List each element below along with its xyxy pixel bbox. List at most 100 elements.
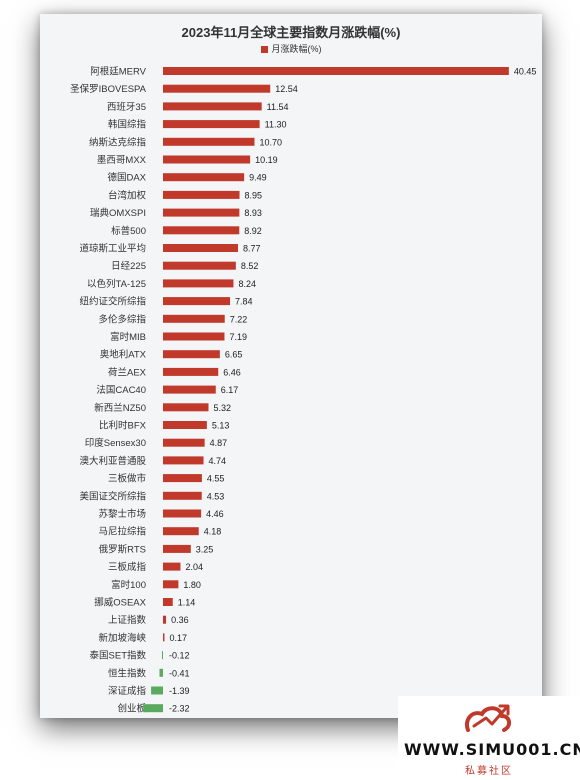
value-label: 6.65 <box>225 350 243 360</box>
watermark-text: WWW.SIMU001.CN <box>404 740 580 759</box>
value-label: -0.41 <box>169 668 190 678</box>
value-label: 11.54 <box>267 102 289 112</box>
category-label: 台湾加权 <box>108 189 147 201</box>
category-label: 标普500 <box>111 225 146 237</box>
bar <box>143 704 163 713</box>
value-label: 8.95 <box>245 190 263 200</box>
bar <box>163 367 219 376</box>
bar <box>163 84 271 93</box>
watermark-subtext: 私募社区 <box>465 766 513 777</box>
category-label: 挪威OSEAX <box>94 597 146 609</box>
chart-title: 2023年11月全球主要指数月涨跌幅(%) <box>181 25 401 40</box>
legend-label: 月涨跌幅(%) <box>271 44 322 54</box>
value-label: 7.19 <box>229 332 247 342</box>
value-label: 4.87 <box>210 438 228 448</box>
value-label: 3.25 <box>196 544 214 554</box>
category-label: 三板成指 <box>108 561 147 573</box>
watermark-logo-icon <box>465 704 511 732</box>
value-label: 6.46 <box>223 367 241 377</box>
category-label: 瑞典OMXSPI <box>90 207 146 219</box>
value-label: 7.22 <box>230 314 248 324</box>
category-label: 道琼斯工业平均 <box>79 243 146 255</box>
value-label: 9.49 <box>249 173 267 183</box>
bar <box>163 544 191 553</box>
category-label: 富时MIB <box>110 331 146 343</box>
category-label: 德国DAX <box>107 172 146 184</box>
value-label: 4.18 <box>204 527 222 537</box>
bar <box>159 668 163 677</box>
bar <box>163 137 255 146</box>
category-label: 圣保罗IBOVESPA <box>70 83 147 95</box>
value-label: 0.17 <box>169 633 187 643</box>
value-label: 8.52 <box>241 261 259 271</box>
value-label: 10.19 <box>255 155 278 165</box>
bar <box>163 491 202 500</box>
category-label: 多伦多综指 <box>98 313 146 325</box>
bar <box>163 350 220 359</box>
bar <box>163 208 240 217</box>
category-label: 以色列TA-125 <box>87 278 146 290</box>
category-label: 日经225 <box>111 260 146 272</box>
category-label: 泰国SET指数 <box>90 650 147 662</box>
bar <box>163 474 202 483</box>
bar <box>163 598 173 606</box>
bar <box>163 615 167 624</box>
category-label: 纳斯达克综指 <box>89 136 147 148</box>
bar <box>163 562 181 571</box>
category-label: 荷兰AEX <box>108 366 147 378</box>
bar <box>163 67 509 75</box>
value-label: -0.12 <box>169 651 190 661</box>
bar <box>163 509 202 518</box>
value-label: 4.53 <box>207 491 225 501</box>
bar <box>163 261 236 270</box>
category-label: 阿根廷MERV <box>90 66 146 78</box>
value-label: 8.24 <box>238 279 256 289</box>
category-label: 新西兰NZ50 <box>94 402 146 414</box>
value-label: 1.80 <box>183 580 201 590</box>
value-label: 6.17 <box>221 385 239 395</box>
category-label: 上证指数 <box>108 614 147 626</box>
category-label: 富时100 <box>111 579 146 591</box>
bar <box>163 102 262 111</box>
value-label: -1.39 <box>169 686 190 696</box>
category-label: 奥地利ATX <box>100 349 147 361</box>
category-label: 马尼拉综指 <box>98 526 146 538</box>
bar <box>163 297 231 306</box>
category-label: 西班牙35 <box>107 101 146 113</box>
bar <box>163 385 216 394</box>
value-label: 8.77 <box>243 244 261 254</box>
value-label: 5.32 <box>213 403 231 413</box>
value-label: 40.45 <box>514 67 537 77</box>
watermark: WWW.SIMU001.CN 私募社区 <box>398 696 580 780</box>
category-label: 深证成指 <box>108 685 147 697</box>
category-label: 美国证交所综指 <box>79 490 146 502</box>
bar <box>163 226 240 235</box>
value-label: 4.46 <box>206 509 224 519</box>
category-label: 比利时BFX <box>99 420 147 432</box>
bar <box>163 120 260 129</box>
bar <box>163 155 251 164</box>
bar-chart: 阿根廷MERV 40.45 圣保罗IBOVESPA 12.54 西班牙35 11.54 韩国… <box>70 66 537 715</box>
value-label: 1.14 <box>178 598 196 608</box>
value-label: 2.04 <box>185 562 203 572</box>
category-label: 法国CAC40 <box>96 384 146 396</box>
value-label: 8.92 <box>244 226 262 236</box>
category-label: 印度Sensex30 <box>85 437 146 449</box>
value-label: 4.55 <box>207 474 225 484</box>
category-label: 墨西哥MXX <box>97 155 147 166</box>
value-label: 12.54 <box>275 84 298 94</box>
bar <box>163 438 205 447</box>
value-label: -2.32 <box>169 704 190 714</box>
category-label: 苏黎士市场 <box>98 508 146 520</box>
bar <box>163 314 225 323</box>
value-label: 4.74 <box>209 456 227 466</box>
bar <box>163 580 179 589</box>
value-label: 7.84 <box>235 297 253 307</box>
bar <box>163 527 199 536</box>
bar <box>163 279 234 288</box>
bar <box>163 403 209 412</box>
category-label: 俄罗斯RTS <box>99 543 146 555</box>
value-label: 8.93 <box>244 208 262 218</box>
value-label: 11.30 <box>265 120 287 130</box>
legend-swatch <box>260 46 268 53</box>
